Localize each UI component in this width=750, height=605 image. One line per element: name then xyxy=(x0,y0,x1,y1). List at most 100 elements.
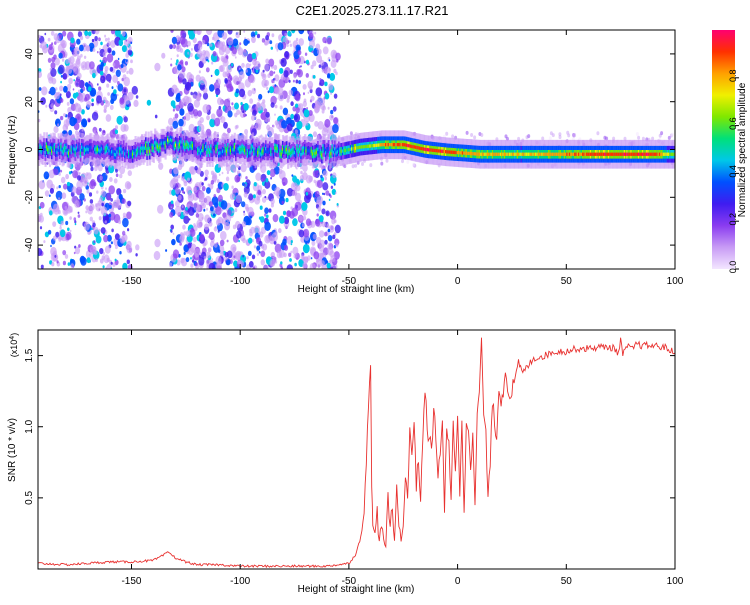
spectrogram-cell xyxy=(246,256,249,260)
ridge-peak xyxy=(561,152,564,156)
ridge-peak xyxy=(318,151,321,155)
spectrogram-cell xyxy=(67,57,72,63)
spectrogram-cell xyxy=(208,262,216,269)
spectrogram-cell xyxy=(288,252,292,257)
ridge-peak xyxy=(301,149,304,153)
ridge-peak xyxy=(366,144,369,148)
spectrogram-cell xyxy=(127,200,132,207)
ridge-peak xyxy=(74,150,77,155)
ridge-peak xyxy=(88,146,92,150)
spectrogram-cell xyxy=(108,204,112,209)
spectrogram-cell xyxy=(43,240,46,244)
spectrogram-cell xyxy=(197,110,203,117)
spectrogram-cell xyxy=(53,33,59,41)
ridge-peak xyxy=(344,148,347,153)
spectrogram-cell xyxy=(317,121,324,130)
ridge-peak xyxy=(289,151,292,155)
spectrogram-cell xyxy=(85,205,89,211)
spectrogram-cell xyxy=(119,173,123,179)
spectrogram-cell xyxy=(177,64,182,71)
ridge-peak xyxy=(413,145,416,149)
spectrogram-cell xyxy=(54,41,57,45)
ridge-peak xyxy=(271,149,274,154)
spectrogram-cell xyxy=(217,97,223,106)
spectrogram-cell xyxy=(168,117,174,126)
ridge-peak xyxy=(666,152,669,156)
ridge-peak xyxy=(69,152,72,156)
ridge-peak xyxy=(231,147,234,151)
ridge-peak xyxy=(167,138,170,142)
spectrogram-cell xyxy=(315,87,323,97)
spectrogram-cell xyxy=(249,231,253,237)
ridge-peak xyxy=(201,149,204,153)
spectrogram-cell xyxy=(108,164,115,174)
ridge-peak xyxy=(562,152,565,156)
ridge-peak xyxy=(199,151,202,155)
ridge-peak xyxy=(98,148,101,152)
ridge-peak xyxy=(385,143,388,147)
spectrogram-cell xyxy=(126,211,132,220)
ridge-peak xyxy=(405,143,409,147)
ridge-peak xyxy=(138,150,141,154)
spectrogram-cell xyxy=(47,57,52,63)
ridge-peak xyxy=(73,147,76,151)
ridge-peak xyxy=(597,152,600,156)
spectrogram-cell xyxy=(102,56,108,64)
spectrogram-cell xyxy=(318,230,325,238)
ridge-peak xyxy=(308,148,311,152)
spectrogram-cell xyxy=(293,73,297,79)
spectrogram-cell xyxy=(197,44,203,51)
ridge-peak xyxy=(108,149,111,153)
spectrogram-cell xyxy=(47,37,51,42)
spectrogram-cell xyxy=(451,134,455,139)
spectrogram-cell xyxy=(73,251,76,255)
svg-text:(x104): (x104) xyxy=(9,333,20,357)
spectrogram-cell xyxy=(224,251,229,258)
ridge-peak xyxy=(242,147,245,151)
spectrogram-cell xyxy=(298,80,301,85)
spectrogram-cell xyxy=(109,104,114,111)
spectrogram-cell xyxy=(40,97,46,105)
spectrogram-cell xyxy=(235,194,242,204)
spectrogram-cell xyxy=(211,258,214,261)
ridge-peak xyxy=(261,150,264,154)
ridge-peak xyxy=(452,150,455,154)
spectrogram-cell xyxy=(55,92,60,100)
spectrogram-cell xyxy=(67,107,72,114)
ridge-peak xyxy=(276,147,279,151)
ridge-peak xyxy=(214,144,217,148)
spectrogram-cell xyxy=(104,245,111,254)
ridge-peak xyxy=(571,152,574,156)
spectrogram-cell xyxy=(126,182,132,189)
spectrogram-cell xyxy=(258,93,263,100)
spectrogram-cell xyxy=(279,67,284,74)
snr-y-exponent-power: 4 xyxy=(9,336,16,340)
spectrogram-cell xyxy=(316,195,324,205)
ridge-peak xyxy=(655,152,658,156)
spectrogram-cell xyxy=(83,221,90,231)
ridge-peak xyxy=(83,149,86,153)
ridge-peak xyxy=(407,143,410,148)
spectrogram-cell xyxy=(290,206,293,210)
ridge-peak xyxy=(60,145,63,149)
x-tick-label: -150 xyxy=(121,576,141,587)
spectrogram-cell xyxy=(238,239,240,243)
spectrogram-cell xyxy=(69,216,72,220)
spectrogram-cell xyxy=(184,112,191,121)
ridge-peak xyxy=(181,146,184,150)
spectrogram-cell xyxy=(115,168,118,173)
spectrogram-cell xyxy=(89,216,94,222)
spectrogram-cell xyxy=(194,253,199,258)
y-tick-label: 0 xyxy=(24,146,35,152)
ridge-peak xyxy=(593,152,596,156)
ridge-peak xyxy=(503,152,506,156)
ridge-peak xyxy=(241,146,244,150)
spectrogram-cell xyxy=(274,74,280,82)
spectrogram-cell xyxy=(172,232,175,235)
spectrogram-cell xyxy=(81,128,84,132)
spectrogram-cell xyxy=(304,52,308,56)
ridge-peak xyxy=(660,152,663,156)
ridge-peak xyxy=(401,143,405,147)
spectrogram-cell xyxy=(256,33,261,39)
spectrogram-cell xyxy=(266,86,269,90)
